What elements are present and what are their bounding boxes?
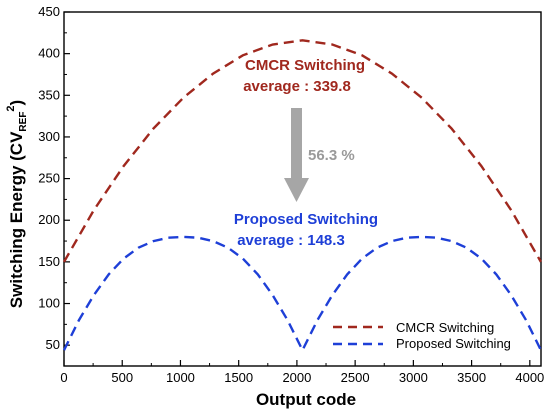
x-tick-label: 500 — [111, 370, 133, 385]
y-tick-label: 300 — [38, 129, 60, 144]
x-tick-label: 4000 — [515, 370, 544, 385]
legend-label-cmcr: CMCR Switching — [396, 320, 494, 335]
y-tick-label: 50 — [46, 337, 60, 352]
x-tick-label: 0 — [60, 370, 67, 385]
x-tick-label: 1000 — [166, 370, 195, 385]
y-axis-title-subscript: REF — [18, 112, 29, 132]
legend: CMCR Switching Proposed Switching — [333, 320, 511, 351]
x-tick-label: 3000 — [399, 370, 428, 385]
x-tick-label: 3500 — [457, 370, 486, 385]
annotation-proposed-average: average : 148.3 — [237, 232, 345, 249]
y-axis-title-main: Switching Energy (CV — [7, 131, 26, 308]
reduction-arrow-shaft — [291, 108, 302, 180]
legend-label-proposed: Proposed Switching — [396, 336, 511, 351]
y-axis-title: Switching Energy (CVREF2) — [5, 100, 29, 308]
annotation-reduction-percent: 56.3 % — [308, 147, 355, 164]
y-tick-label: 100 — [38, 296, 60, 311]
series-line-cmcr — [62, 39, 542, 263]
y-tick-label: 250 — [38, 171, 60, 186]
x-tick-label: 1500 — [224, 370, 253, 385]
y-tick-label: 400 — [38, 46, 60, 61]
annotation-cmcr-average: average : 339.8 — [243, 78, 351, 95]
annotation-proposed-title: Proposed Switching — [234, 211, 378, 228]
y-tick-label: 150 — [38, 254, 60, 269]
y-axis-title-close: ) — [7, 100, 26, 106]
y-tick-label: 350 — [38, 87, 60, 102]
x-tick-label: 2000 — [282, 370, 311, 385]
series-line-proposed — [62, 235, 542, 353]
y-axis-title-superscript: 2 — [5, 105, 17, 111]
x-axis-title: Output code — [256, 390, 356, 409]
reduction-arrow-head — [284, 178, 309, 202]
chart-marks: 0 500 1000 1500 2000 2500 3000 3500 4000 50 100 150… — [38, 4, 544, 385]
y-tick-label: 450 — [38, 4, 60, 19]
x-tick-label: 2500 — [341, 370, 370, 385]
plot-frame — [63, 11, 542, 367]
annotation-cmcr-title: CMCR Switching — [245, 57, 365, 74]
y-tick-label: 200 — [38, 212, 60, 227]
